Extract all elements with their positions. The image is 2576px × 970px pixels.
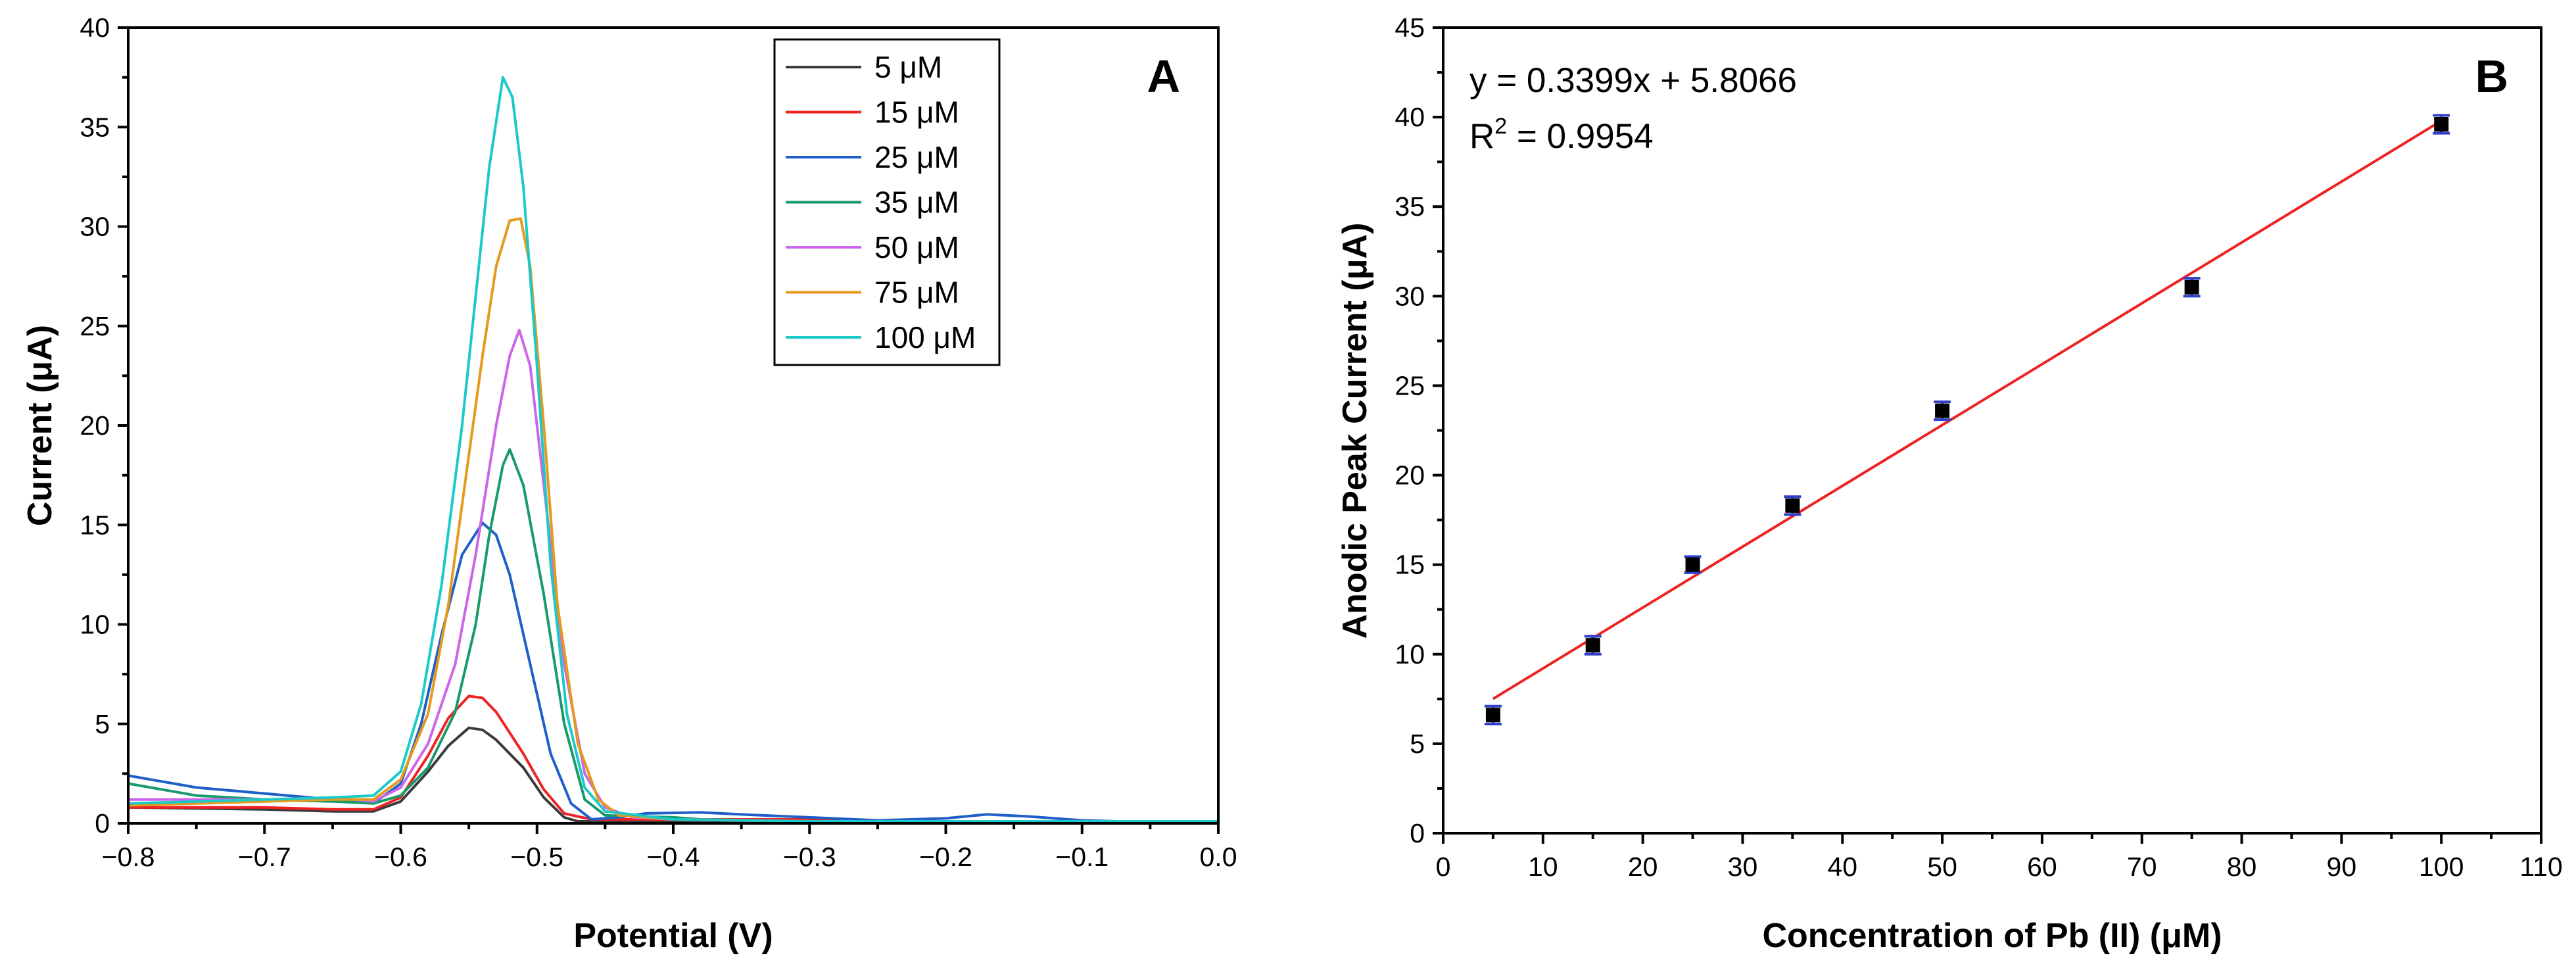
panel-a-y-tick-label: 25 — [80, 311, 110, 341]
panel-b-y-tick-label: 5 — [1410, 729, 1425, 759]
panel-a-y-tick-label: 10 — [80, 610, 110, 640]
panel-b-data-point — [1785, 498, 1800, 513]
panel-a-y-tick-label: 5 — [95, 709, 110, 739]
panel-a-series-group — [128, 76, 1219, 824]
panel-a-x-tick-label: −0.7 — [238, 842, 291, 872]
panel-b-y-tick-label: 25 — [1395, 370, 1425, 400]
panel-a-legend-label: 5 μM — [874, 50, 942, 84]
panel-a-x-tick-label: −0.5 — [510, 842, 563, 872]
panel-a-legend: 5 μM 15 μM 25 μM 35 μM 50 μM 75 μM 100 μM — [773, 38, 1001, 366]
panel-a-x-tick-label: −0.4 — [647, 842, 700, 872]
panel-a-x-tick-label: −0.3 — [783, 842, 836, 872]
panel-a-series-line — [128, 76, 1218, 823]
panel-b-label: B — [2475, 51, 2508, 102]
panel-a-x-tick-label: −0.8 — [102, 842, 155, 872]
panel-a-y-tick-label: 40 — [80, 12, 110, 43]
panel-b-chart: 0 10 20 30 40 50 60 70 80 90 100 110 0 5 10 15 20 25 30 35 4… — [1336, 12, 2563, 955]
panel-b-fit-equation: y = 0.3399x + 5.8066 — [1469, 61, 1797, 100]
panel-b-x-tick-label: 50 — [1927, 852, 1957, 882]
panel-b-y-tick-label: 40 — [1395, 102, 1425, 132]
panel-b-x-tick-label: 20 — [1628, 852, 1658, 882]
panel-b-x-tick-label: 40 — [1827, 852, 1857, 882]
panel-a-x-tick-label: −0.1 — [1055, 842, 1109, 872]
panel-b-ticks: 0 10 20 30 40 50 60 70 80 90 100 110 0 5 10 15 20 25 30 35 4… — [1395, 12, 2562, 882]
panel-a-y-tick-label: 20 — [80, 410, 110, 441]
panel-b-x-tick-label: 60 — [2027, 852, 2057, 882]
panel-b-y-tick-label: 20 — [1395, 460, 1425, 491]
panel-a-legend-label: 100 μM — [874, 320, 976, 354]
panel-b-data-point — [2434, 117, 2449, 132]
panel-a-legend-label: 75 μM — [874, 276, 959, 310]
panel-b-x-tick-label: 10 — [1528, 852, 1558, 882]
panel-a-plot-frame — [127, 26, 1220, 825]
panel-b-data-point — [1485, 708, 1500, 723]
panel-a-legend-label: 50 μM — [874, 230, 959, 264]
panel-b-y-tick-label: 15 — [1395, 550, 1425, 580]
panel-a-series-line — [128, 448, 1218, 823]
panel-a-series-line — [128, 694, 1218, 823]
panel-b-y-tick-label: 30 — [1395, 281, 1425, 311]
panel-b-y-tick-label: 10 — [1395, 639, 1425, 669]
panel-a-x-tick-label: 0.0 — [1200, 842, 1237, 872]
panel-b-x-axis-title: Concentration of Pb (II) (μM) — [1762, 917, 2222, 955]
panel-b-fit-group — [1492, 119, 2443, 700]
panel-b-y-axis-title: Anodic Peak Current (μA) — [1336, 223, 1374, 639]
panel-a-legend-label: 35 μM — [874, 185, 959, 220]
panel-a-label: A — [1147, 51, 1180, 102]
panel-b-data-point — [1935, 403, 1950, 418]
panel-a-y-tick-label: 0 — [95, 808, 110, 838]
panel-a-ticks: −0.8 −0.7 −0.6 −0.5 −0.4 −0.3 −0.2 −0.1 0.0 0 5 10 1… — [80, 12, 1237, 872]
panel-a-y-axis-title: Current (μA) — [21, 325, 59, 526]
panel-a-x-tick-label: −0.2 — [919, 842, 972, 872]
panel-b-r2-value: = 0.9954 — [1507, 117, 1654, 156]
panel-b-y-tick-label: 0 — [1410, 818, 1425, 848]
panel-a-legend-label: 15 μM — [874, 95, 959, 130]
panel-b-points-group — [1484, 114, 2450, 725]
panel-b-x-tick-label: 0 — [1436, 852, 1451, 882]
panel-a-series-line — [128, 521, 1219, 824]
panel-a-x-tick-label: −0.6 — [374, 842, 427, 872]
panel-b-x-tick-label: 70 — [2127, 852, 2157, 882]
panel-a-series-line — [128, 217, 1218, 823]
panel-b-x-tick-label: 90 — [2327, 852, 2357, 882]
panel-b-x-tick-label: 110 — [2519, 852, 2562, 882]
panel-b-x-tick-label: 30 — [1728, 852, 1758, 882]
panel-b-data-point — [1585, 638, 1600, 653]
panel-a-y-tick-label: 30 — [80, 212, 110, 242]
panel-b-data-point — [1685, 557, 1700, 572]
panel-a-chart: −0.8 −0.7 −0.6 −0.5 −0.4 −0.3 −0.2 −0.1 0.0 0 5 10 1… — [21, 12, 1237, 955]
panel-b-r2-superscript: 2 — [1494, 114, 1507, 139]
panel-b-x-tick-label: 100 — [2419, 852, 2464, 882]
panel-a-legend-items: 5 μM 15 μM 25 μM 35 μM 50 μM 75 μM 100 μM — [786, 50, 976, 354]
panel-a-series-line — [128, 328, 1218, 823]
panel-b-y-tick-label: 35 — [1395, 191, 1425, 222]
panel-b-y-tick-label: 45 — [1395, 12, 1425, 43]
panel-b-r2-prefix: R — [1469, 117, 1494, 156]
panel-a-y-tick-label: 15 — [80, 510, 110, 540]
panel-a-legend-label: 25 μM — [874, 140, 959, 174]
panel-a-x-axis-title: Potential (V) — [573, 917, 773, 955]
panel-b-data-point — [2184, 279, 2199, 295]
panel-b-fit-line — [1492, 119, 2443, 700]
panel-a-y-tick-label: 35 — [80, 112, 110, 142]
panel-b-r-squared: R2 = 0.9954 — [1469, 114, 1654, 156]
panel-b-plot-frame — [1442, 26, 2542, 835]
panel-b-x-tick-label: 80 — [2227, 852, 2257, 882]
